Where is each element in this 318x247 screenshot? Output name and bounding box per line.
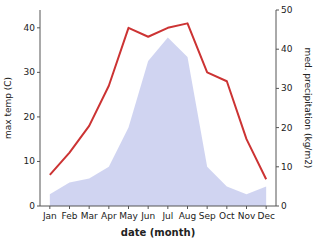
precipitation-area [50, 37, 266, 206]
x-tick [207, 206, 208, 209]
y-tick [37, 72, 40, 73]
y2-tick-label: 10 [281, 162, 293, 172]
y-tick-label: 0 [29, 201, 35, 211]
y2-tick [276, 49, 279, 50]
x-tick-label: Feb [62, 211, 78, 221]
temperature-line [50, 23, 266, 179]
x-tick [89, 206, 90, 209]
left-axis [40, 10, 41, 206]
x-tick [246, 206, 247, 209]
x-tick [49, 206, 50, 209]
x-tick-label: Dec [257, 211, 274, 221]
y2-tick-label: 30 [281, 83, 293, 93]
y2-tick [276, 10, 279, 11]
y-tick-label: 30 [24, 67, 36, 77]
plot-area [50, 23, 266, 206]
x-tick-label: Jul [161, 211, 173, 221]
y2-tick-label: 20 [281, 123, 293, 133]
x-axis [40, 206, 276, 207]
x-axis-label: date (month) [121, 227, 195, 238]
x-tick [128, 206, 129, 209]
x-tick-label: May [119, 211, 138, 221]
y-axis-label: max temp (C) [3, 77, 13, 139]
x-tick [148, 206, 149, 209]
right-axis [276, 10, 277, 206]
x-tick-label: Jan [42, 211, 57, 221]
x-tick [69, 206, 70, 209]
y-tick-label: 10 [24, 156, 36, 166]
x-tick-label: Apr [101, 211, 117, 221]
y2-tick [276, 88, 279, 89]
y-tick [37, 161, 40, 162]
y2-tick-label: 40 [281, 44, 293, 54]
x-tick [108, 206, 109, 209]
y-tick [37, 27, 40, 28]
x-tick-label: Mar [81, 211, 98, 221]
x-tick-label: Jun [140, 211, 155, 221]
y-tick-label: 20 [24, 112, 36, 122]
y2-tick [276, 127, 279, 128]
y2-axis-label: med. precipitation (kg/m2) [303, 48, 313, 169]
x-tick-label: Nov [238, 211, 256, 221]
y-tick [37, 206, 40, 207]
y2-tick [276, 206, 279, 207]
chart: 0 10 20 30 40 0 10 20 30 40 50 Jan FebMarAprMayJun Ju… [0, 0, 318, 247]
x-tick [167, 206, 168, 209]
y-tick [37, 116, 40, 117]
x-tick [226, 206, 227, 209]
x-tick-label: Aug [179, 211, 197, 221]
y2-tick-label: 0 [281, 201, 287, 211]
x-tick-label: Oct [219, 211, 235, 221]
x-tick [266, 206, 267, 209]
y2-tick-label: 50 [281, 5, 293, 15]
y2-tick [276, 166, 279, 167]
x-tick [187, 206, 188, 209]
x-tick-label: Sep [199, 211, 216, 221]
y-tick-label: 40 [24, 23, 36, 33]
